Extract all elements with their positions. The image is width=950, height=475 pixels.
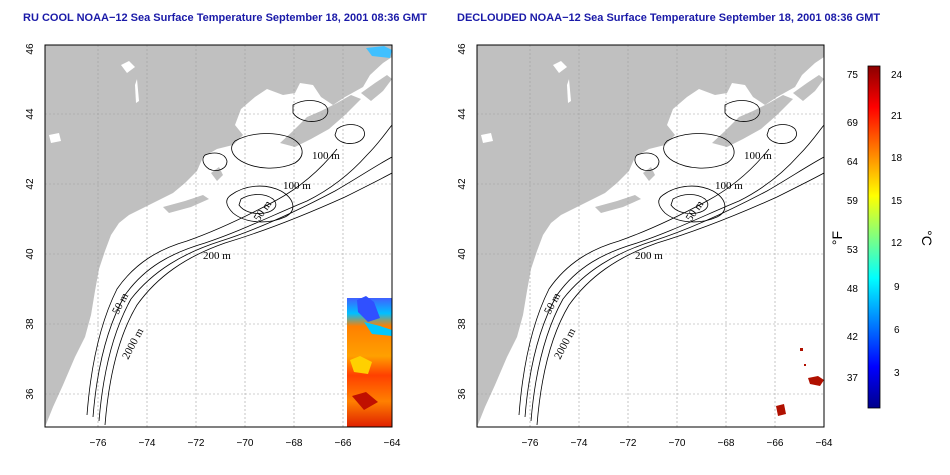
fahrenheit-tick-label: 48 <box>847 284 859 295</box>
contour-label: 100 m <box>283 180 311 192</box>
fahrenheit-tick-label: 59 <box>847 196 859 207</box>
sst-patch <box>808 376 824 386</box>
lon-tick-label: −74 <box>139 438 156 449</box>
fahrenheit-tick-label: 42 <box>847 332 859 343</box>
lon-tick-label: −72 <box>620 438 637 449</box>
lon-tick-label: −64 <box>384 438 401 449</box>
celsius-tick-label: 18 <box>891 153 903 164</box>
lat-tick-label: 46 <box>457 43 468 55</box>
lon-tick-label: −68 <box>286 438 303 449</box>
left-lon-ticks: −76 −74 −72 −70 −68 −66 −64 <box>90 438 401 449</box>
celsius-tick-label: 12 <box>891 238 903 249</box>
fahrenheit-tick-label: 37 <box>847 373 859 384</box>
lon-tick-label: −74 <box>571 438 588 449</box>
celsius-tick-label: 21 <box>891 111 903 122</box>
sst-patch <box>776 404 786 416</box>
lon-tick-label: −76 <box>522 438 539 449</box>
left-map: 100 m 100 m 50 m 200 m 50 m 2000 m −76 −… <box>25 43 401 449</box>
lat-tick-label: 42 <box>457 178 468 190</box>
contour-label: 100 m <box>715 180 743 192</box>
lon-tick-label: −68 <box>718 438 735 449</box>
lon-tick-label: −70 <box>669 438 686 449</box>
lat-tick-label: 44 <box>25 108 36 120</box>
lon-tick-label: −70 <box>237 438 254 449</box>
lon-tick-label: −66 <box>767 438 784 449</box>
colorbar: 75 69 64 59 53 48 42 37 24 21 18 15 12 9… <box>829 65 935 409</box>
colorbar-celsius-ticks: 24 21 18 15 12 9 6 3 <box>891 70 903 379</box>
lat-tick-label: 38 <box>25 318 36 330</box>
lat-tick-label: 40 <box>457 248 468 260</box>
colorbar-fahrenheit-ticks: 75 69 64 59 53 48 42 37 <box>847 70 859 384</box>
left-map-title: RU COOL NOAA−12 Sea Surface Temperature … <box>23 12 428 24</box>
lon-tick-label: −64 <box>816 438 833 449</box>
right-lat-ticks: 36 38 40 42 44 46 <box>457 43 468 400</box>
celsius-tick-label: 3 <box>894 368 900 379</box>
right-map: 100 m 100 m 50 m 200 m 50 m 2000 m −76 −… <box>457 43 833 449</box>
lat-tick-label: 38 <box>457 318 468 330</box>
lon-tick-label: −72 <box>188 438 205 449</box>
contour-label: 100 m <box>312 150 340 162</box>
left-lat-ticks: 36 38 40 42 44 46 <box>25 43 36 400</box>
lat-tick-label: 42 <box>25 178 36 190</box>
lat-tick-label: 46 <box>25 43 36 55</box>
lat-tick-label: 40 <box>25 248 36 260</box>
fahrenheit-tick-label: 53 <box>847 245 859 256</box>
celsius-tick-label: 15 <box>891 196 903 207</box>
right-map-title: DECLOUDED NOAA−12 Sea Surface Temperatur… <box>457 12 881 24</box>
contour-label: 200 m <box>635 250 663 262</box>
celsius-unit-label: °C <box>919 230 935 246</box>
fahrenheit-tick-label: 75 <box>847 70 859 81</box>
right-lon-ticks: −76 −74 −72 −70 −68 −66 −64 <box>522 438 833 449</box>
lon-tick-label: −76 <box>90 438 107 449</box>
contour-label: 200 m <box>203 250 231 262</box>
lat-tick-label: 36 <box>25 388 36 400</box>
celsius-tick-label: 6 <box>894 325 900 336</box>
fahrenheit-unit-label: °F <box>829 231 845 245</box>
celsius-tick-label: 9 <box>894 282 900 293</box>
fahrenheit-tick-label: 69 <box>847 118 859 129</box>
fahrenheit-tick-label: 64 <box>847 157 859 168</box>
colorbar-gradient <box>867 65 881 409</box>
lat-tick-label: 44 <box>457 108 468 120</box>
lon-tick-label: −66 <box>335 438 352 449</box>
contour-label: 100 m <box>744 150 772 162</box>
lat-tick-label: 36 <box>457 388 468 400</box>
celsius-tick-label: 24 <box>891 70 903 81</box>
